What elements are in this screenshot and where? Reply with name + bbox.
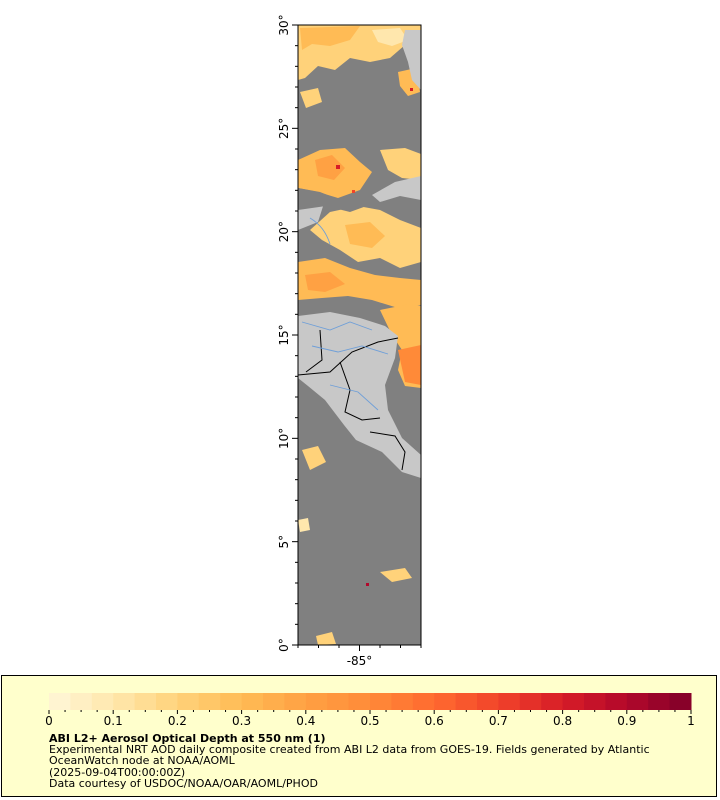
colorbar-swatch xyxy=(177,693,200,710)
colorbar-label: 0.7 xyxy=(489,714,508,728)
colorbar-swatch xyxy=(562,693,585,710)
colorbar-label: 0.6 xyxy=(425,714,444,728)
colorbar-swatch xyxy=(605,693,628,710)
legend-panel: 0 0.1 0.2 0.3 0.4 0.5 0.6 0.7 0.8 0.9 1 ABI L2+ Ae… xyxy=(1,675,717,797)
legend-title: ABI L2+ Aerosol Optical Depth at 550 nm … xyxy=(49,732,326,745)
colorbar-swatch xyxy=(434,693,457,710)
lat-tick-label: 20° xyxy=(277,221,291,242)
colorbar-swatch xyxy=(305,693,328,710)
colorbar-swatch xyxy=(284,693,307,710)
colorbar-label: 0.8 xyxy=(553,714,572,728)
land-central-america xyxy=(298,312,421,478)
colorbar-label: 0.4 xyxy=(296,714,315,728)
colorbar-swatch xyxy=(220,693,243,710)
colorbar-swatch xyxy=(412,693,435,710)
lat-tick-label: 0° xyxy=(277,638,291,652)
colorbar-swatch xyxy=(626,693,649,710)
longitude-axis: -85° xyxy=(297,645,422,668)
legend-time: (2025-09-04T00:00:00Z) xyxy=(49,766,186,779)
legend-credit: Data courtesy of USDOC/NOAA/OAR/AOML/PHO… xyxy=(49,777,318,790)
colorbar-swatch xyxy=(198,693,221,710)
colorbar-label: 0.3 xyxy=(232,714,251,728)
map-plot-area xyxy=(298,25,421,645)
colorbar-swatch xyxy=(584,693,606,710)
colorbar-swatch xyxy=(348,693,371,710)
lat-tick-label: 15° xyxy=(277,324,291,345)
lat-tick-label: 30° xyxy=(277,14,291,35)
colorbar-swatch xyxy=(263,693,285,710)
country-borders xyxy=(298,329,406,471)
colorbar-swatch xyxy=(370,693,392,710)
legend-description: Experimental NRT AOD daily composite cre… xyxy=(49,743,650,767)
latitude-axis: 0° 5° 10° 15° 20° 25° 30° xyxy=(277,14,298,652)
colorbar-swatch xyxy=(498,693,521,710)
land-florida xyxy=(402,30,421,90)
colorbar-label: 0.2 xyxy=(168,714,187,728)
colorbar-swatch xyxy=(113,693,136,710)
colorbar-ticks xyxy=(48,710,692,714)
lat-tick-label: 10° xyxy=(277,428,291,449)
land-cuba xyxy=(372,176,421,202)
colorbar-swatch xyxy=(91,693,114,710)
colorbar-swatch xyxy=(519,693,542,710)
colorbar-label: 0.1 xyxy=(104,714,123,728)
rivers xyxy=(301,217,389,411)
colorbar-label: 1 xyxy=(687,714,695,728)
colorbar-swatch xyxy=(70,693,93,710)
colorbar-swatch xyxy=(49,693,71,710)
colorbar-label: 0.9 xyxy=(617,714,636,728)
colorbar-swatch xyxy=(327,693,350,710)
colorbar-swatches xyxy=(49,693,692,710)
colorbar-swatch xyxy=(541,693,564,710)
map-figure: 0° 5° 10° 15° 20° 25° 30° -85° xyxy=(277,14,422,668)
colorbar-label: 0 xyxy=(45,714,53,728)
lat-tick-label: 5° xyxy=(277,535,291,549)
aod-data-field xyxy=(298,25,421,645)
colorbar-swatch xyxy=(455,693,478,710)
colorbar-labels: 0 0.1 0.2 0.3 0.4 0.5 0.6 0.7 0.8 0.9 1 xyxy=(45,714,695,728)
colorbar-swatch xyxy=(477,693,499,710)
colorbar-swatch xyxy=(669,693,692,710)
colorbar-swatch xyxy=(156,693,178,710)
colorbar-swatch xyxy=(134,693,157,710)
colorbar-label: 0.5 xyxy=(360,714,379,728)
lat-tick-label: 25° xyxy=(277,118,291,139)
colorbar-swatch xyxy=(648,693,671,710)
land-masses xyxy=(298,30,421,478)
colorbar-swatch xyxy=(241,693,264,710)
gulf-channel xyxy=(298,188,372,212)
colorbar: 0 0.1 0.2 0.3 0.4 0.5 0.6 0.7 0.8 0.9 1 xyxy=(45,693,695,728)
lon-tick-label: -85° xyxy=(347,654,373,668)
colorbar-swatch xyxy=(391,693,414,710)
